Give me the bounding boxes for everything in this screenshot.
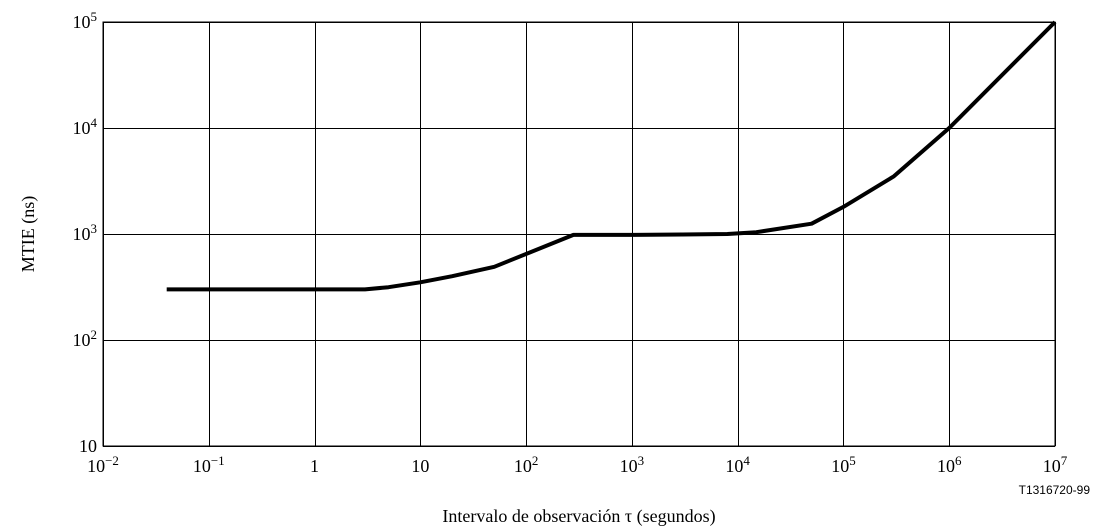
x-tick-label: 103 (620, 453, 645, 477)
mtie-curve (166, 20, 1057, 292)
x-tick-label: 1 (310, 456, 319, 476)
y-tick-label: 104 (73, 115, 98, 139)
x-tick-label: 107 (1043, 453, 1068, 477)
x-tick-label: 105 (831, 453, 856, 477)
x-axis-label: Intervalo de observación τ (segundos) (442, 506, 715, 527)
y-axis-label: MTIE (ns) (18, 196, 39, 272)
y-tick-label: 10 (79, 436, 97, 456)
plot-frame (102, 21, 1056, 447)
x-tick-label: 10−1 (193, 453, 225, 477)
x-tick-label: 10 (411, 456, 429, 476)
x-tick-label: 106 (937, 453, 962, 477)
x-tick-label: 10−2 (87, 453, 119, 477)
x-tick-labels: 10−2 10−1 1 10 102 103 104 105 106 107 (87, 453, 1068, 477)
figure-code: T1316720-99 (1019, 483, 1091, 497)
y-tick-label: 102 (73, 327, 98, 351)
y-tick-labels: 10 102 103 104 105 (73, 9, 98, 457)
y-tick-label: 105 (73, 9, 98, 33)
x-tick-label: 102 (514, 453, 539, 477)
y-tick-label: 103 (73, 221, 98, 245)
x-tick-label: 104 (725, 453, 750, 477)
